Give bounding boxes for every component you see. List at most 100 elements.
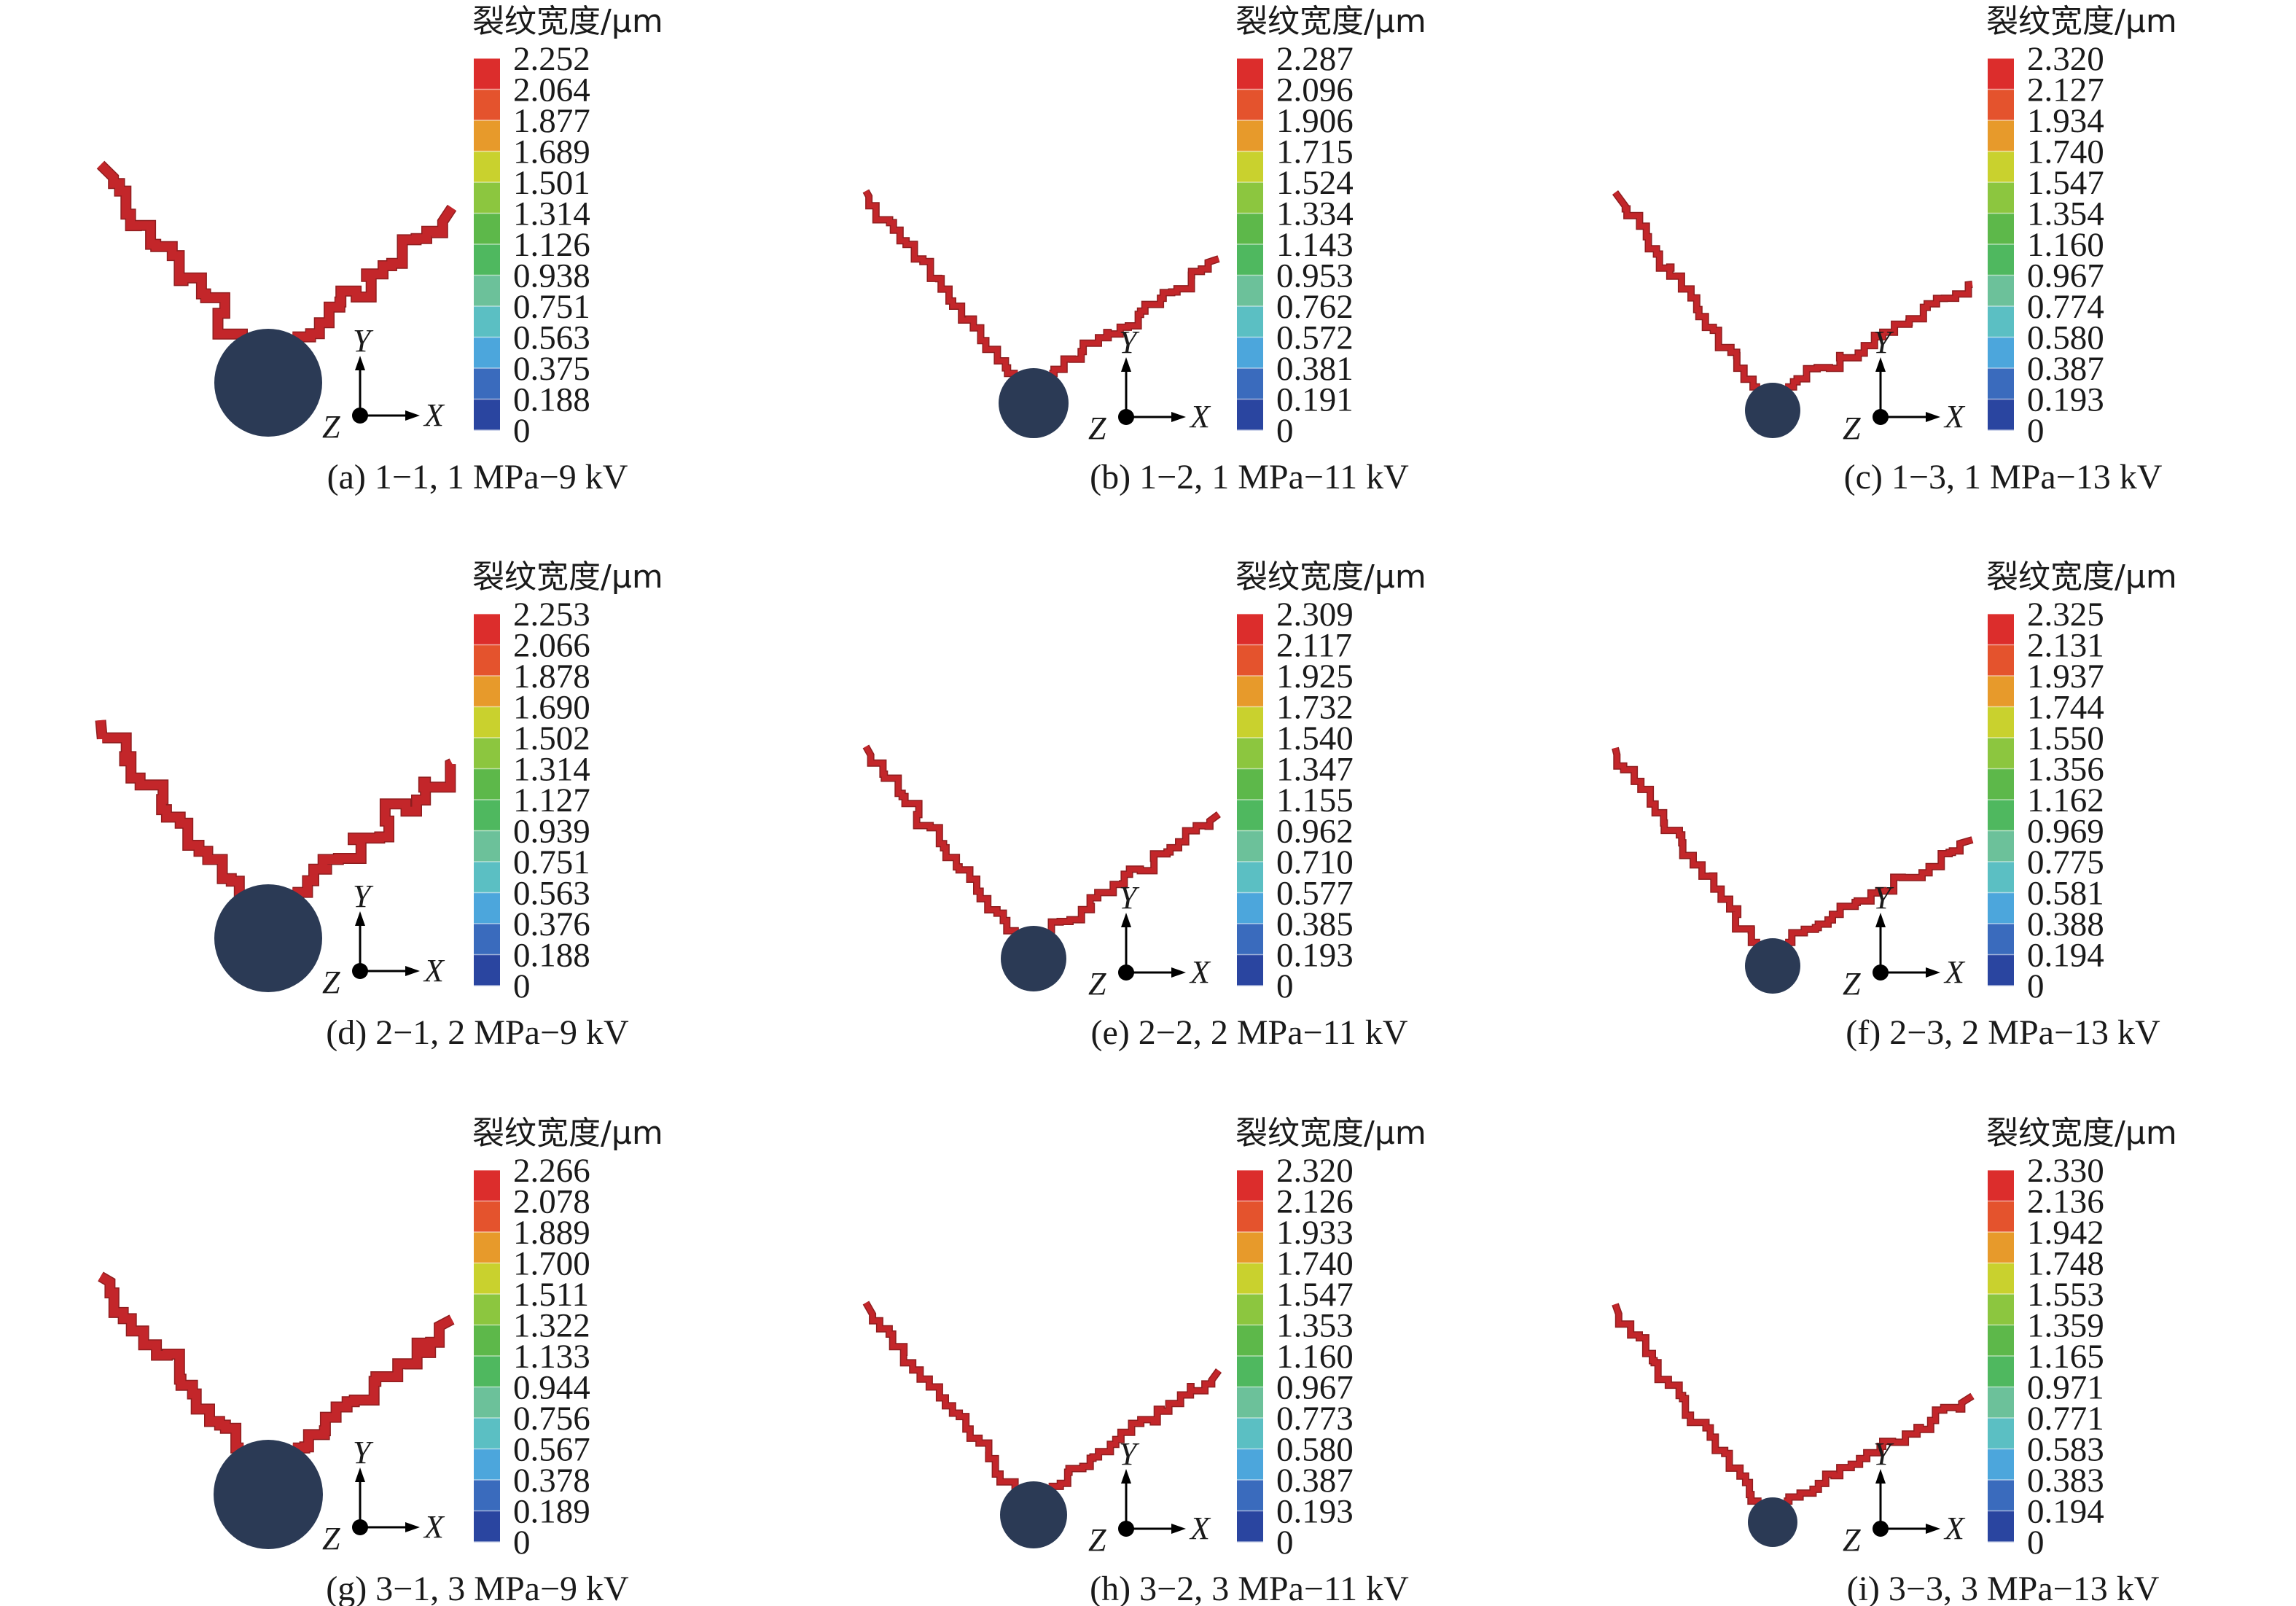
legend-swatch	[474, 676, 500, 707]
legend-swatch	[1988, 892, 2014, 924]
legend-tick-label: 1.553	[2027, 1276, 2104, 1314]
legend-swatch	[1988, 1325, 2014, 1357]
legend-tick-label: 2.131	[2027, 627, 2104, 665]
crack-right	[1785, 281, 1973, 390]
legend-tick-label: 1.740	[2027, 133, 2104, 171]
borehole	[214, 329, 322, 437]
x-arrowhead	[1171, 967, 1186, 978]
panel-caption: (i) 3−3, 3 MPa−13 kV	[1847, 1570, 2160, 1606]
y-axis-label: Y	[1873, 324, 1894, 360]
legend-swatch	[1988, 1387, 2014, 1419]
z-axis-label: Z	[1843, 410, 1861, 446]
legend-tick-label: 1.126	[513, 226, 590, 264]
panel-caption: (a) 1−1, 1 MPa−9 kV	[327, 458, 628, 496]
legend-tick-label: 1.690	[513, 689, 590, 727]
legend-tick-label: 0.762	[1276, 288, 1354, 326]
legend-swatch	[1237, 58, 1263, 90]
legend-tick-label: 1.889	[513, 1214, 590, 1252]
legend-tick-label: 0.193	[1276, 1493, 1354, 1531]
legend-tick-label: 1.740	[1276, 1245, 1354, 1283]
panel-i: Y X Z 裂纹宽度/μm2.3302.1361.9421.7481.5531.359…	[1612, 1115, 2177, 1606]
legend-swatch	[1237, 800, 1263, 831]
legend-swatch	[474, 399, 500, 431]
legend-swatch	[1988, 676, 2014, 707]
legend-swatch	[1988, 924, 2014, 955]
legend-title: 裂纹宽度/μm	[1235, 1115, 1426, 1152]
z-axis-label: Z	[1088, 1522, 1106, 1558]
legend-tick-label: 0	[1276, 412, 1294, 450]
legend-tick-label: 1.732	[1276, 689, 1354, 727]
z-axis-label: Z	[1088, 410, 1106, 446]
legend-tick-label: 0	[513, 412, 531, 450]
legend-swatch	[474, 306, 500, 338]
legend-tick-label: 0.381	[1276, 350, 1354, 388]
legend-swatch	[474, 1356, 500, 1387]
z-axis-dot	[352, 408, 368, 424]
panel-h: Y X Z 裂纹宽度/μm2.3202.1261.9331.7401.5471.353…	[862, 1115, 1426, 1606]
legend-swatch	[474, 1294, 500, 1325]
legend-swatch	[474, 368, 500, 399]
legend-swatch	[1237, 1201, 1263, 1233]
panel-f: Y X Z 裂纹宽度/μm2.3252.1311.9371.7441.5501.356…	[1612, 558, 2177, 1052]
x-arrowhead	[405, 410, 420, 421]
legend-tick-label: 1.700	[513, 1245, 590, 1283]
legend-tick-label: 2.330	[2027, 1152, 2104, 1190]
panel-e: Y X Z 裂纹宽度/μm2.3092.1171.9251.7321.5401.347…	[862, 558, 1426, 1052]
legend-tick-label: 1.942	[2027, 1214, 2104, 1252]
legend-swatch	[1988, 244, 2014, 276]
legend-swatch	[1237, 1418, 1263, 1449]
crack-right	[1048, 1368, 1221, 1489]
axis-triad: Y X Z	[322, 1435, 445, 1556]
legend-swatch	[1237, 368, 1263, 399]
legend-tick-label: 1.550	[2027, 720, 2104, 757]
legend-tick-label: 1.347	[1276, 751, 1354, 789]
legend-tick-label: 0.375	[513, 350, 590, 388]
legend-tick-label: 0.962	[1276, 813, 1354, 851]
y-arrowhead	[1121, 1469, 1131, 1484]
z-axis-label: Z	[1088, 966, 1106, 1002]
legend-swatch	[1988, 182, 2014, 214]
legend-tick-label: 2.136	[2027, 1183, 2104, 1221]
legend-tick-label: 1.744	[2027, 689, 2104, 727]
legend-swatch	[1988, 151, 2014, 183]
legend-swatch	[474, 1418, 500, 1449]
legend-tick-label: 1.511	[513, 1276, 589, 1314]
legend-tick-label: 0.194	[2027, 937, 2104, 975]
legend-swatch	[474, 1387, 500, 1419]
legend-swatch	[1988, 644, 2014, 677]
legend-tick-label: 0.580	[2027, 319, 2104, 357]
crack-left	[863, 745, 1019, 934]
borehole	[214, 884, 322, 992]
legend-swatch	[474, 58, 500, 90]
borehole	[1001, 926, 1066, 991]
legend-swatch	[474, 644, 500, 677]
legend-swatch	[1237, 924, 1263, 955]
legend-tick-label: 1.748	[2027, 1245, 2104, 1283]
panel-caption: (e) 2−2, 2 MPa−11 kV	[1091, 1013, 1408, 1052]
legend-tick-label: 2.320	[2027, 40, 2104, 78]
legend-tick-label: 0	[513, 967, 531, 1005]
legend-swatch	[1237, 706, 1263, 738]
legend-swatch	[1988, 1170, 2014, 1201]
legend-swatch	[1988, 800, 2014, 831]
legend-swatch	[1237, 892, 1263, 924]
legend-swatch	[1988, 738, 2014, 769]
legend-tick-label: 0.376	[513, 905, 590, 943]
legend-tick-label: 0.567	[513, 1431, 590, 1469]
legend-tick-label: 0.581	[2027, 875, 2104, 913]
crack-right	[1048, 812, 1221, 934]
legend-title: 裂纹宽度/μm	[1986, 558, 2177, 596]
panel-caption: (c) 1−3, 1 MPa−13 kV	[1844, 458, 2163, 496]
legend-tick-label: 2.253	[513, 596, 590, 634]
x-axis-label: X	[423, 397, 445, 433]
legend-swatch	[474, 213, 500, 245]
color-legend: 裂纹宽度/μm2.2522.0641.8771.6891.5011.3141.1…	[472, 3, 663, 450]
legend-swatch	[1988, 1449, 2014, 1481]
legend-tick-label: 0	[2027, 1524, 2045, 1562]
legend-tick-label: 1.356	[2027, 751, 2104, 789]
legend-tick-label: 2.066	[513, 627, 590, 665]
legend-swatch	[474, 738, 500, 769]
legend-tick-label: 0.577	[1276, 875, 1354, 913]
legend-tick-label: 1.689	[513, 133, 590, 171]
legend-swatch	[1237, 306, 1263, 338]
